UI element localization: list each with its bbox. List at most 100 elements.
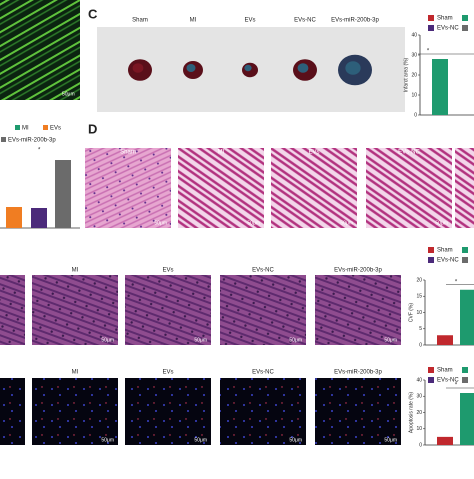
legend-swatch (462, 15, 468, 21)
panel-label: C (88, 6, 98, 21)
y-axis-label: Infarct area (%) (403, 57, 409, 92)
group-label: EVs-NC (398, 150, 420, 156)
scale-bar-label: 50μm (101, 437, 114, 443)
scale-bar-label: 50μm (101, 337, 114, 343)
y-tick-label: 40 (416, 377, 422, 383)
group-label: MI (190, 18, 197, 24)
micrograph (220, 275, 306, 345)
scale-bar-label: 50μm (340, 220, 353, 226)
group-label: EVs (162, 370, 173, 376)
group-label: MI (72, 268, 79, 274)
legend-swatch (428, 377, 434, 383)
micrograph (315, 275, 401, 345)
bar (437, 436, 453, 445)
heart-core (297, 63, 309, 73)
legend-swatch (428, 25, 434, 31)
y-tick-label: 20 (416, 277, 422, 283)
micrograph (32, 378, 118, 445)
legend-label: EVs-NC (437, 378, 459, 384)
asterisk: * (455, 279, 458, 285)
micrograph (315, 378, 401, 445)
scale-bar-label: 50μm (384, 337, 397, 343)
legend-swatch (428, 247, 434, 253)
legend-swatch (462, 377, 468, 383)
micrograph (125, 275, 211, 345)
group-label: MI (72, 370, 79, 376)
micrograph (32, 275, 118, 345)
legend-swatch (15, 125, 20, 130)
asterisk: * (38, 148, 41, 154)
micrograph (455, 148, 474, 228)
group-label: EVs-NC (252, 370, 274, 376)
heart-core (244, 64, 252, 72)
scale-bar-label: 50μm (247, 220, 260, 226)
legend-swatch (462, 367, 468, 373)
legend-swatch (462, 257, 468, 263)
legend-label: MI (22, 126, 29, 132)
micrograph (0, 275, 25, 345)
bar-shape (6, 207, 22, 228)
group-label: EVs-miR-200b-3p (334, 370, 382, 376)
bar-shape (55, 160, 71, 228)
heart-core (186, 64, 196, 72)
y-tick-label: 0 (414, 112, 417, 118)
group-label: Sham (120, 150, 136, 156)
legend-label: Sham (437, 368, 453, 374)
y-tick-label: 0 (419, 442, 422, 448)
scale-bar-label: 50μm (289, 437, 302, 443)
group-label: EVs-NC (294, 18, 316, 24)
micrograph (366, 148, 452, 228)
legend-label: Sham (437, 248, 453, 254)
legend-label: Sham (437, 16, 453, 22)
y-tick-label: 20 (411, 72, 417, 78)
micrograph (178, 148, 264, 228)
legend-swatch (43, 125, 48, 130)
y-tick-label: 40 (411, 32, 417, 38)
group-label: Sham (132, 18, 148, 24)
scale-bar-label: 50μm (289, 337, 302, 343)
legend-swatch (428, 15, 434, 21)
bar-shape (31, 208, 47, 228)
fluorescence-image (0, 0, 80, 100)
y-tick-label: 30 (411, 52, 417, 58)
micrograph (0, 378, 25, 445)
y-axis-label: CVF (%) (408, 303, 414, 323)
bar (432, 59, 448, 115)
legend-swatch (428, 257, 434, 263)
scale-bar-label: 50μm (154, 220, 167, 226)
group-label: EVs-NC (252, 268, 274, 274)
panel-label: D (88, 121, 97, 136)
group-label: EVs (308, 150, 319, 156)
y-tick-label: 15 (416, 294, 422, 300)
scale-bar-label: 50μm (194, 437, 207, 443)
scale-bar-label: 50μm (194, 337, 207, 343)
group-label: EVs (244, 18, 255, 24)
micrograph (85, 148, 171, 228)
asterisk: * (427, 49, 430, 55)
group-label: MI (218, 150, 225, 156)
y-tick-label: 10 (416, 310, 422, 316)
legend-label: EVs-miR-200b-3p (8, 138, 56, 144)
group-label: EVs-miR-200b-3p (334, 268, 382, 274)
y-tick-label: 30 (416, 394, 422, 400)
legend-swatch (462, 25, 468, 31)
legend-label: EVs (50, 126, 61, 132)
asterisk: * (455, 383, 458, 389)
scale-bar-label: 50μm (62, 91, 75, 97)
scale-bar-label: 50μm (384, 437, 397, 443)
heart-core (345, 61, 361, 75)
bar (460, 289, 474, 345)
group-label: EVs-miR-200b-3p (331, 18, 379, 24)
bar (460, 393, 474, 445)
micrograph (220, 378, 306, 445)
legend-swatch (428, 367, 434, 373)
legend-swatch (1, 137, 6, 142)
y-tick-label: 10 (416, 426, 422, 432)
micrograph (125, 378, 211, 445)
y-tick-label: 0 (419, 342, 422, 348)
legend-swatch (462, 247, 468, 253)
y-tick-label: 10 (411, 92, 417, 98)
y-axis-label: Apoptosis rate (%) (408, 392, 414, 433)
y-tick-label: 20 (416, 410, 422, 416)
